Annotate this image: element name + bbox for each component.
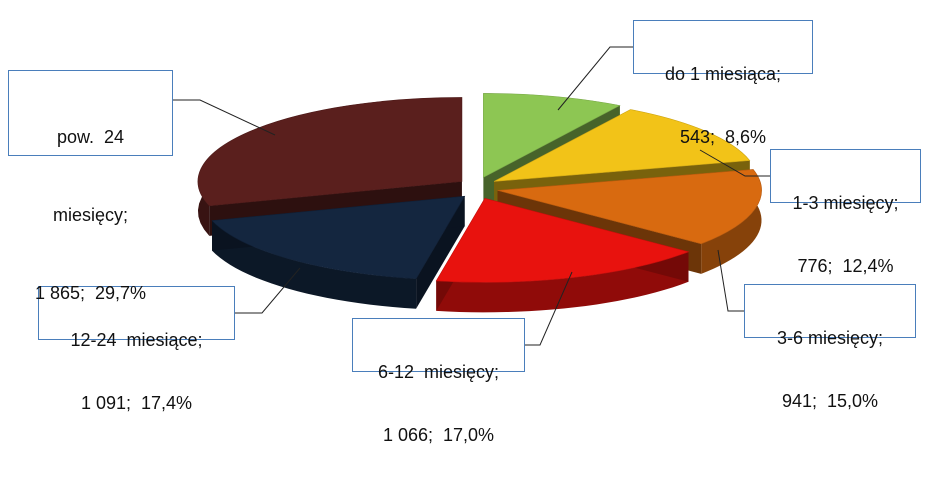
slice-value-text: 1 066; 17,0%: [382, 425, 495, 445]
slice-label-6-12-miesiecy: 6-12 miesięcy; 1 066; 17,0%: [352, 318, 525, 445]
slice-top: [483, 93, 621, 178]
slice-label-1-3-miesiecy: 1-3 miesięcy; 776; 12,4%: [770, 149, 921, 276]
slice-label-pow-24-miesiecy: pow. 24 miesięcy; 1 865; 29,7%: [8, 70, 173, 303]
leader-line-2: [717, 249, 744, 312]
slice-top: [493, 109, 751, 182]
slice-label-text: 6-12 miesięcy;: [377, 362, 500, 382]
pie-chart: do 1 miesiąca; 543; 8,6% 1-3 miesięcy; 7…: [8, 20, 921, 445]
pie-plot: [173, 46, 770, 346]
leader-line-0: [557, 46, 633, 111]
slice-top: [211, 195, 466, 280]
pie-slice-4: [211, 195, 466, 309]
leader-line-3: [525, 271, 573, 346]
slice-top: [197, 97, 463, 207]
slice-value-text: 543; 8,6%: [679, 127, 767, 147]
slice-label-text-line2: miesięcy;: [52, 205, 128, 225]
slice-side: [701, 169, 762, 274]
slice-label-text: 1-3 miesięcy;: [792, 193, 899, 213]
slice-side: [212, 220, 417, 309]
leader-line-1: [699, 149, 770, 177]
slice-label-do-1-miesiaca: do 1 miesiąca; 543; 8,6%: [633, 20, 813, 147]
slice-value-text: 941; 15,0%: [781, 391, 879, 411]
slice-value-text: 1 091; 17,4%: [80, 393, 193, 413]
slice-value-text: 1 865; 29,7%: [34, 283, 147, 303]
slice-side: [436, 251, 689, 313]
leader-line-5: [173, 99, 276, 136]
slice-top: [497, 169, 762, 245]
slice-label-text: 3-6 miesięcy;: [776, 328, 884, 348]
slice-top: [435, 197, 690, 283]
slice-label-text: 12-24 miesiące;: [70, 330, 203, 350]
slice-label-text: pow. 24: [56, 127, 125, 147]
pie-slice-3: [435, 197, 690, 313]
slice-label-3-6-miesiecy: 3-6 miesięcy; 941; 15,0%: [744, 284, 916, 411]
slice-label-text: do 1 miesiąca;: [664, 64, 782, 84]
slice-value-text: 776; 12,4%: [797, 256, 894, 276]
leader-line-4: [235, 267, 301, 314]
